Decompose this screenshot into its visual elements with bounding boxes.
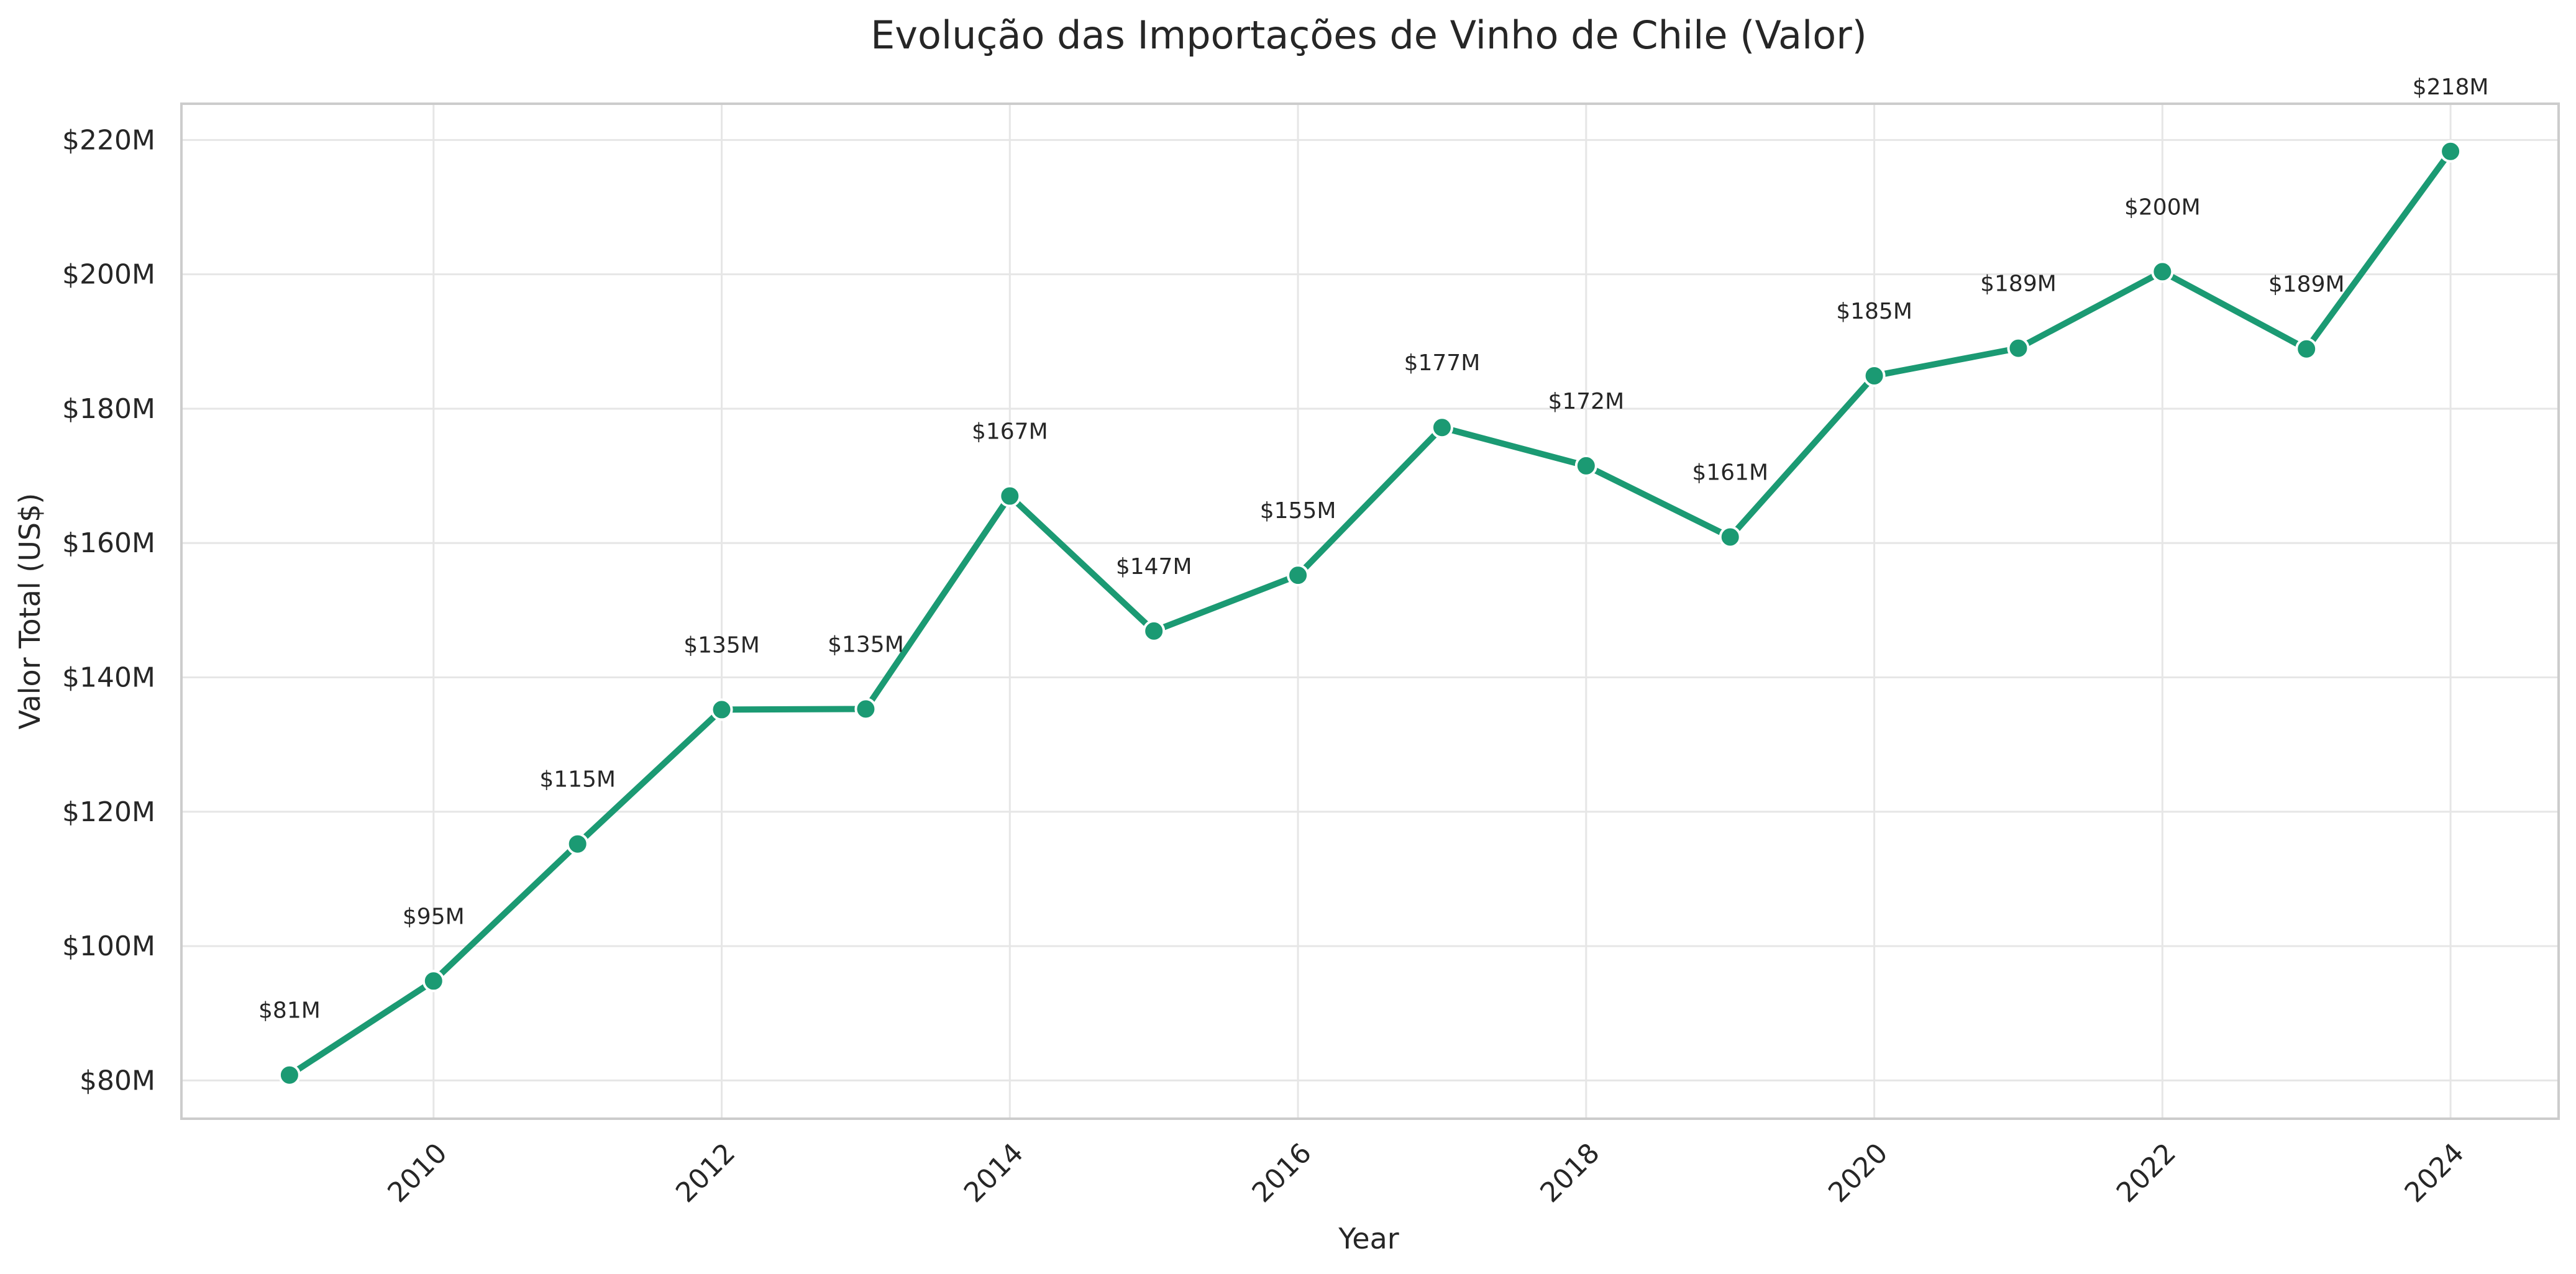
data-point [1143,619,1166,642]
y-tick-label: $160M [62,527,155,559]
data-label: $135M [828,632,904,657]
x-tick-label: 2022 [2111,1137,2182,1209]
data-point [2439,140,2462,163]
data-label: $161M [1692,460,1768,486]
data-label: $218M [2413,75,2489,100]
data-point [278,1063,301,1086]
data-point [2295,337,2318,360]
x-tick-label: 2012 [670,1137,741,1209]
y-tick-label: $200M [62,259,155,291]
data-label: $155M [1260,498,1336,524]
data-label: $147M [1116,554,1192,580]
y-tick-label: $140M [62,662,155,694]
x-tick-label: 2018 [1534,1137,1605,1209]
data-label: $81M [258,998,321,1024]
data-point [998,485,1021,507]
data-label: $135M [683,632,760,658]
grid-lines [181,104,2559,1119]
data-point [710,698,733,721]
data-label: $177M [1404,350,1481,376]
y-tick-label: $100M [62,930,155,962]
data-label: $115M [539,767,616,793]
data-label: $200M [2124,194,2201,220]
data-point [1430,416,1453,439]
data-point [2007,337,2030,360]
y-axis-ticks: $80M $100M $120M $140M $160M $180M $200M $220M [62,124,155,1096]
data-label: $95M [403,904,465,929]
x-tick-label: 2016 [1246,1137,1318,1209]
data-label: $189M [1980,271,2057,297]
x-tick-label: 2014 [958,1137,1030,1209]
x-axis-label: Year [1338,1222,1399,1255]
chart-title: Evolução das Importações de Vinho de Chi… [870,12,1867,58]
data-labels: $81M $95M $115M $135M $135M $167M $147M $155M $1… [258,75,2488,1024]
series-line [286,148,2454,1078]
x-tick-label: 2024 [2399,1137,2470,1209]
data-point [1574,454,1597,477]
data-point [1719,526,1742,548]
plot-frame [180,102,2560,1120]
data-point [566,832,589,855]
data-label: $185M [1836,299,1912,324]
y-tick-label: $120M [62,796,155,828]
data-point [854,698,877,721]
data-point [1287,564,1310,587]
y-tick-label: $80M [80,1065,155,1096]
y-tick-label: $220M [62,124,155,156]
x-axis-ticks: 2010 2012 2014 2016 2018 2020 2022 2024 [381,1137,2470,1209]
x-tick-label: 2020 [1822,1137,1894,1209]
data-label: $189M [2268,272,2345,298]
data-point [2151,260,2174,283]
y-tick-label: $180M [62,393,155,425]
data-point [1863,364,1886,387]
data-point [422,970,445,993]
y-axis-label: Valor Total (US$) [13,493,47,730]
data-points [278,140,2462,1086]
x-tick-label: 2010 [381,1137,453,1209]
data-label: $172M [1548,389,1624,414]
data-label: $167M [972,419,1048,445]
